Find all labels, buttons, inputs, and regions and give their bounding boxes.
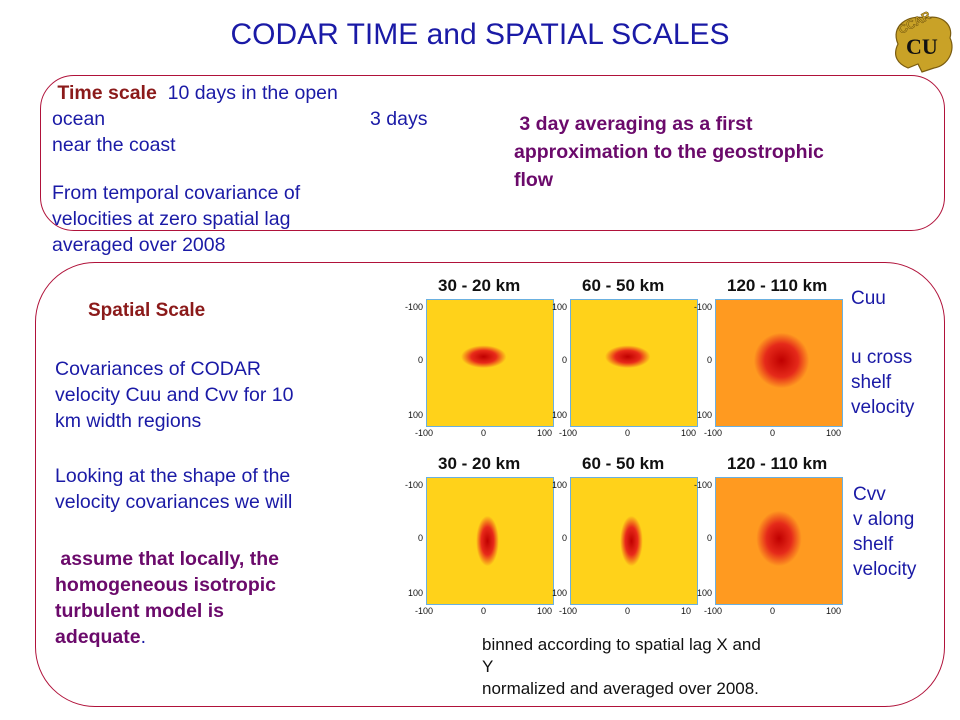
cuu-description: u cross shelf velocity: [851, 345, 914, 420]
spatial-para3-period: .: [140, 626, 147, 648]
cuu-panel-2-xtick: -100: [559, 428, 578, 438]
page-title: CODAR TIME and SPATIAL SCALES: [230, 18, 730, 51]
cuu-panel-3-xtick: 0: [770, 428, 776, 438]
footnote-line1: binned according to spatial lag X and: [482, 635, 761, 654]
time-scale-line1: 10 days in the open: [167, 82, 338, 104]
time-scale-line3: near the coast: [52, 134, 176, 156]
cuu-label: Cuu: [851, 288, 886, 309]
spatial-scale-label: Spatial Scale: [88, 300, 206, 321]
spatial-para3-line3: turbulent model is: [55, 600, 225, 622]
cvv-panel-2-xtick: -100: [559, 606, 578, 616]
footnote-line2: Y: [482, 657, 494, 676]
cvv-panel-3-xtick: -100: [704, 606, 723, 616]
cvv-panel-1-ytick: 0: [417, 533, 423, 543]
cuu-panel-2-xtick: 100: [681, 428, 697, 438]
averaging-line3: flow: [514, 169, 553, 191]
time-scale-line2-right: 3 days: [370, 108, 428, 130]
cvv-panel-3-xtick: 0: [770, 606, 776, 616]
time-scale-line6: averaged over 2008: [52, 234, 226, 256]
cuu-panel-2-xtick: 0: [625, 428, 631, 438]
cuu-desc-line3: velocity: [851, 397, 915, 418]
time-scale-line4: From temporal covariance of: [52, 182, 301, 204]
cvv-panel-3-xtick: 100: [826, 606, 842, 616]
cuu-desc-line1: u cross: [851, 347, 913, 368]
spatial-para2-line1: Looking at the shape of the: [55, 465, 291, 487]
cvv-panel-3-ytick: 0: [706, 533, 712, 543]
cvv-panel-1-xtick: -100: [415, 606, 434, 616]
cvv-covariance-panel-2: [570, 477, 698, 605]
cvv-panel-title-2: 60 - 50 km: [579, 454, 668, 474]
cuu-panel-2-ytick: 0: [561, 355, 567, 365]
cvv-panel-title-3: 120 - 110 km: [724, 454, 831, 474]
cvv-panel-3-ytick: -100: [693, 480, 712, 490]
cvv-panel-title-1: 30 - 20 km: [435, 454, 524, 474]
cvv-desc-line1: v along: [853, 509, 915, 530]
spatial-para1-line2: velocity Cuu and Cvv for 10: [55, 384, 294, 406]
spatial-scale-box: [35, 262, 945, 707]
cuu-panel-3-ytick: 100: [696, 410, 712, 420]
averaging-line2: approximation to the geostrophic: [514, 141, 824, 163]
cvv-panel-1-xtick: 0: [481, 606, 487, 616]
cuu-panel-2-ytick: 100: [551, 410, 567, 420]
cvv-panel-1-xtick: 100: [537, 606, 553, 616]
averaging-note: 3 day averaging as a first approximation…: [514, 110, 934, 194]
time-scale-text: Time scale 10 days in the open ocean 3 d…: [52, 80, 452, 258]
spatial-para3: assume that locally, the homogeneous iso…: [55, 546, 355, 650]
cvv-panel-1-ytick: 100: [407, 588, 423, 598]
cuu-panel-1-ytick: 100: [407, 410, 423, 420]
spatial-para2-line2: velocity covariances we will: [55, 491, 293, 513]
spatial-para2: Looking at the shape of the velocity cov…: [55, 463, 355, 515]
cuu-panel-1-xtick: 0: [481, 428, 487, 438]
footnote: binned according to spatial lag X and Y …: [482, 634, 862, 700]
cuu-panel-2-ytick: 100: [551, 302, 567, 312]
cuu-panel-3-ytick: -100: [693, 302, 712, 312]
cuu-panel-1-xtick: -100: [415, 428, 434, 438]
cuu-panel-1-xtick: 100: [537, 428, 553, 438]
cvv-desc-line2: shelf: [853, 534, 894, 555]
spatial-para3-line4: adequate: [55, 626, 141, 648]
cuu-panel-title-1: 30 - 20 km: [435, 276, 524, 296]
cuu-panel-3-xtick: -100: [704, 428, 723, 438]
ccar-cu-logo: CCAR CU: [895, 8, 953, 73]
cuu-covariance-panel-1: [426, 299, 554, 427]
averaging-line1: 3 day averaging as a first: [519, 113, 753, 135]
cuu-panel-3-xtick: 100: [826, 428, 842, 438]
cvv-panel-2-ytick: 0: [561, 533, 567, 543]
cuu-panel-title-3: 120 - 110 km: [724, 276, 831, 296]
svg-text:CU: CU: [906, 34, 938, 59]
spatial-para3-line1: assume that locally, the: [60, 548, 279, 570]
cvv-label: Cvv: [853, 484, 886, 505]
cuu-desc-line2: shelf: [851, 372, 892, 393]
cvv-covariance-panel-1: [426, 477, 554, 605]
cvv-panel-2-xtick: 10: [681, 606, 692, 616]
cuu-panel-title-2: 60 - 50 km: [579, 276, 668, 296]
cuu-panel-1-ytick: -100: [404, 302, 423, 312]
cuu-panel-3-ytick: 0: [706, 355, 712, 365]
time-scale-label: Time scale: [57, 82, 157, 104]
cvv-panel-2-ytick: 100: [551, 588, 567, 598]
cvv-panel-1-ytick: -100: [404, 480, 423, 490]
cvv-description: v along shelf velocity: [853, 507, 916, 582]
time-scale-line5: velocities at zero spatial lag: [52, 208, 291, 230]
cuu-panel-1-ytick: 0: [417, 355, 423, 365]
spatial-para3-line2: homogeneous isotropic: [55, 574, 277, 596]
spatial-para1-line3: km width regions: [55, 410, 202, 432]
spatial-para1-line1: Covariances of CODAR: [55, 358, 261, 380]
cvv-desc-line3: velocity: [853, 559, 917, 580]
cvv-panel-2-ytick: 100: [551, 480, 567, 490]
cvv-panel-2-xtick: 0: [625, 606, 631, 616]
footnote-line3: normalized and averaged over 2008.: [482, 679, 759, 698]
time-scale-box: [40, 75, 945, 231]
spatial-para1: Covariances of CODAR velocity Cuu and Cv…: [55, 356, 355, 434]
cuu-covariance-panel-3: [715, 299, 843, 427]
cvv-panel-3-ytick: 100: [696, 588, 712, 598]
cvv-covariance-panel-3: [715, 477, 843, 605]
cuu-covariance-panel-2: [570, 299, 698, 427]
time-scale-line2-left: ocean: [52, 108, 106, 130]
